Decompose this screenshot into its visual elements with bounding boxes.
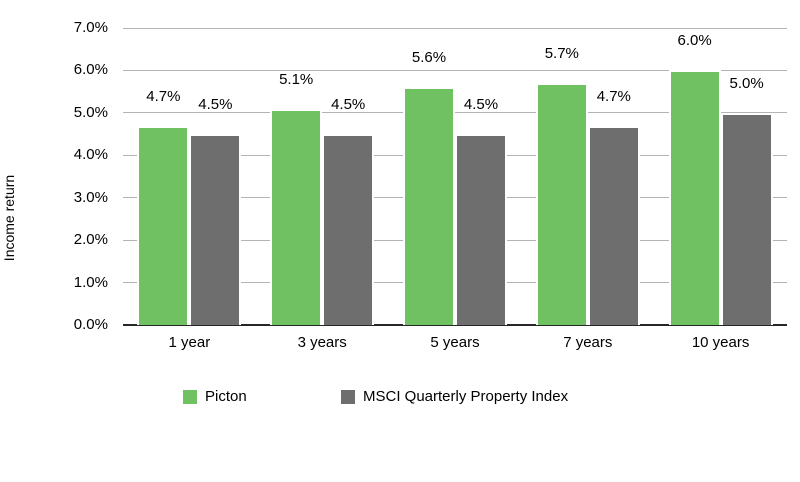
msci-bar [720,112,773,325]
y-tick-label: 0.0% [73,316,108,333]
msci-data-label: 4.5% [463,96,499,114]
msci-bar [587,125,640,325]
y-tick-label: 5.0% [73,103,108,121]
picton-data-label: 6.0% [677,32,712,50]
picton-bar [270,108,323,325]
picton-data-label: 4.7% [146,87,181,105]
legend-label-picton: Picton [205,388,247,405]
picton-bar [668,70,721,325]
x-tick-label: 7 years [563,334,613,351]
legend-swatch-msci [341,390,355,404]
msci-data-label: 4.5% [331,96,366,114]
x-tick-label: 10 years [691,334,750,351]
x-axis-line [123,324,787,326]
msci-data-label: 4.5% [198,96,233,114]
y-tick-label: 2.0% [73,231,108,249]
msci-bar [322,134,375,325]
y-tick-label: 7.0% [73,19,108,36]
picton-data-label: 5.1% [279,70,314,88]
legend-swatch-picton [183,390,197,404]
x-tick-label: 3 years [297,334,347,351]
x-tick-label: 5 years [430,334,480,351]
y-tick-label: 6.0% [73,61,108,79]
y-tick-label: 3.0% [73,188,108,206]
msci-bar [189,134,242,325]
x-tick-label: 1 year [168,334,211,351]
msci-bar [455,134,507,325]
picton-bar [535,83,588,325]
legend-label-msci: MSCI Quarterly Property Index [363,388,569,405]
picton-bar [403,87,455,325]
picton-data-label: 5.6% [411,49,447,67]
picton-bar [137,125,190,325]
msci-data-label: 4.7% [596,87,631,105]
gridline [123,69,787,71]
gridline [123,27,787,29]
gridline [123,112,787,114]
picton-data-label: 5.7% [544,45,579,63]
y-tick-label: 4.0% [73,146,108,164]
y-tick-label: 1.0% [73,273,108,291]
y-axis-title: Income return [1,174,17,262]
msci-data-label: 5.0% [729,74,764,92]
